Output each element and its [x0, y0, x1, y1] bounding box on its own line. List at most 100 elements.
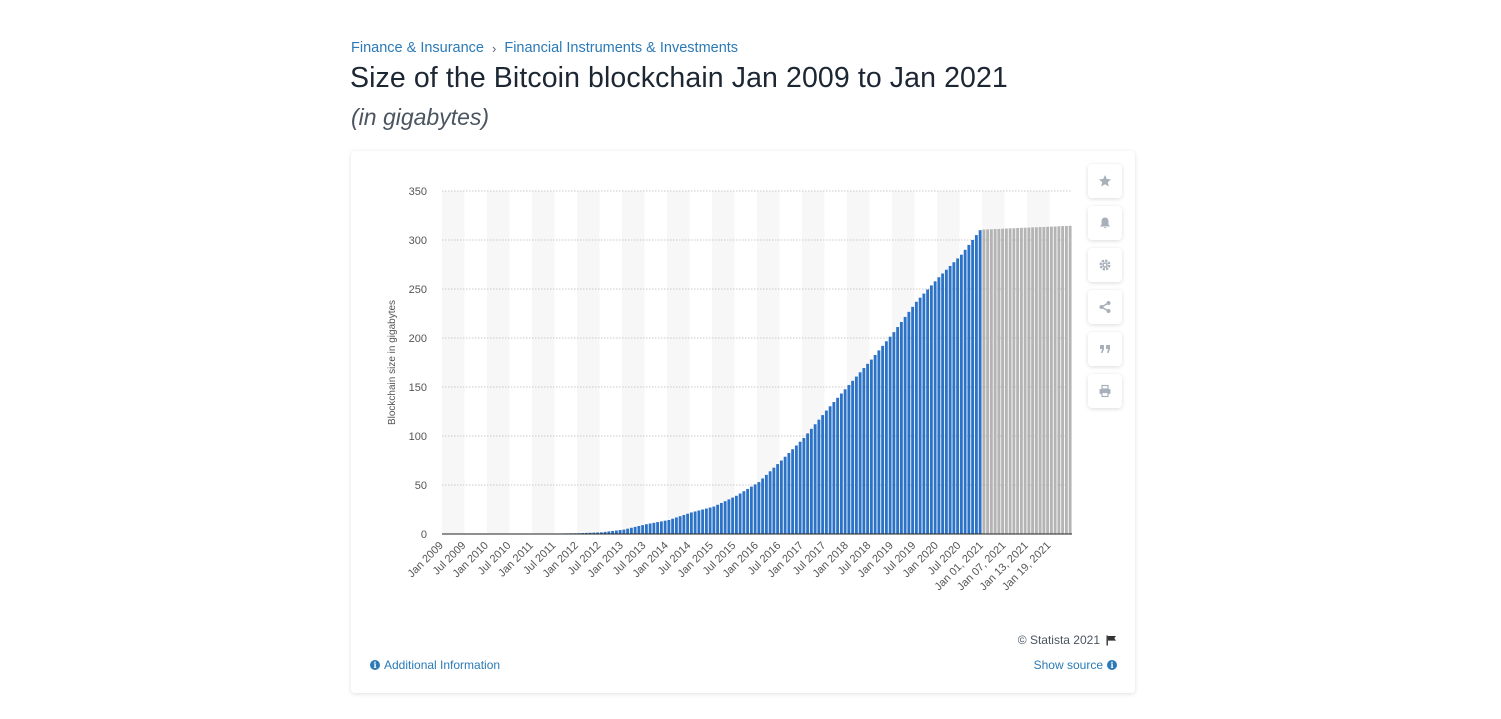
bar	[682, 514, 686, 534]
show-source-link[interactable]: Show source i	[1034, 658, 1117, 672]
y-tick-label: 350	[409, 186, 427, 198]
bar	[772, 467, 776, 534]
y-tick-label: 100	[409, 431, 427, 443]
bar	[734, 495, 738, 534]
flag-icon[interactable]	[1106, 635, 1117, 646]
bar	[667, 519, 671, 534]
bar	[809, 428, 813, 534]
bar	[993, 229, 997, 535]
bar	[1046, 226, 1050, 534]
bar	[611, 530, 615, 534]
bar	[674, 517, 678, 534]
bar	[963, 249, 967, 535]
notification-button[interactable]	[1088, 206, 1122, 240]
y-tick-label: 150	[409, 382, 427, 394]
bar	[926, 289, 930, 534]
share-button[interactable]	[1088, 290, 1122, 324]
bar	[1061, 226, 1065, 535]
bar	[997, 228, 1001, 534]
bar	[588, 532, 592, 534]
bar	[599, 532, 603, 534]
breadcrumb-link-finance[interactable]: Finance & Insurance	[351, 40, 484, 56]
background-band	[577, 191, 600, 534]
bar	[884, 341, 888, 534]
bar	[866, 363, 870, 534]
y-tick-label: 250	[409, 284, 427, 296]
background-band	[937, 191, 960, 534]
background-band	[667, 191, 690, 534]
bar	[768, 471, 772, 534]
bar	[626, 528, 630, 534]
settings-button[interactable]	[1088, 248, 1122, 282]
bar	[716, 504, 720, 534]
bar	[869, 359, 873, 534]
bar	[1038, 227, 1042, 534]
bar	[862, 368, 866, 534]
bar	[787, 452, 791, 534]
bar	[603, 531, 607, 534]
bar	[1001, 228, 1005, 534]
bar	[633, 526, 637, 534]
bar	[956, 258, 960, 534]
bar	[1023, 227, 1027, 534]
bar	[1008, 228, 1012, 534]
page-subtitle: (in gigabytes)	[351, 104, 490, 130]
bar	[697, 510, 701, 534]
bar	[851, 380, 855, 534]
bar	[663, 520, 667, 534]
breadcrumb: Finance & Insurance › Financial Instrume…	[351, 40, 738, 56]
bar	[933, 281, 937, 534]
quote-icon	[1100, 345, 1110, 353]
background-band	[532, 191, 555, 534]
bar	[806, 433, 810, 534]
background-band	[712, 191, 735, 534]
bar	[764, 474, 768, 534]
background-band	[892, 191, 915, 534]
print-icon	[1099, 384, 1111, 398]
favorite-button[interactable]	[1088, 164, 1122, 198]
breadcrumb-link-financial-instruments[interactable]: Financial Instruments & Investments	[504, 40, 739, 56]
bar	[828, 406, 832, 534]
info-icon: i	[370, 660, 380, 670]
bar	[686, 513, 690, 534]
bar	[873, 354, 877, 534]
bar	[821, 415, 825, 534]
background-band	[487, 191, 510, 534]
bar	[704, 508, 708, 534]
bar	[941, 273, 945, 534]
bar	[671, 518, 675, 534]
bar	[1031, 227, 1035, 534]
cite-button[interactable]	[1088, 332, 1122, 366]
bar	[1034, 227, 1038, 534]
bar	[723, 501, 727, 534]
bar	[693, 511, 697, 534]
copyright-text: © Statista 2021	[1017, 633, 1100, 647]
bar	[644, 524, 648, 534]
bar	[888, 336, 892, 534]
bar	[986, 229, 990, 534]
bar	[858, 372, 862, 534]
share-icon	[1099, 301, 1111, 313]
bar	[753, 484, 757, 534]
background-band	[802, 191, 825, 534]
bar	[1064, 225, 1068, 534]
bar	[757, 482, 761, 534]
bar	[922, 293, 926, 534]
bar	[1068, 225, 1072, 534]
additional-information-link[interactable]: i Additional Information	[370, 658, 500, 672]
bar	[712, 506, 716, 534]
bar	[701, 509, 705, 534]
background-band	[622, 191, 645, 534]
print-button[interactable]	[1088, 374, 1122, 408]
y-tick-label: 0	[421, 529, 427, 541]
y-axis-title: Blockchain size in gigabytes	[387, 300, 398, 425]
bar	[614, 530, 618, 534]
bar	[776, 464, 780, 534]
breadcrumb-separator: ›	[492, 40, 497, 56]
bar	[648, 523, 652, 534]
bar	[903, 316, 907, 534]
bar	[892, 332, 896, 534]
bar	[959, 254, 963, 534]
bar	[1027, 227, 1031, 534]
y-tick-label: 200	[409, 333, 427, 345]
